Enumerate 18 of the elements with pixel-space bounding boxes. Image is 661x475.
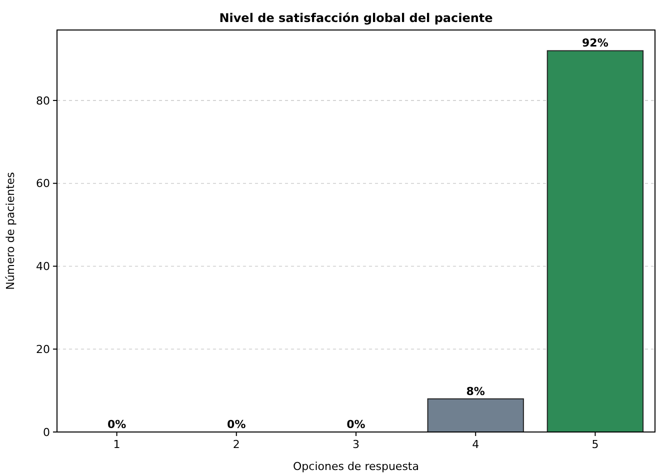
data-label: 0% (107, 418, 126, 431)
x-axis-title: Opciones de respuesta (293, 460, 419, 473)
data-label: 0% (227, 418, 246, 431)
y-tick-label: 60 (36, 177, 50, 190)
x-tick-label: 2 (232, 438, 240, 451)
data-label: 0% (346, 418, 366, 431)
x-tick-label: 3 (352, 438, 360, 451)
x-tick-label: 1 (113, 438, 120, 451)
y-axis-title: Número de pacientes (4, 172, 17, 290)
y-tick-label: 80 (36, 94, 50, 108)
y-tick-label: 0 (43, 426, 50, 439)
chart-title: Nivel de satisfacción global del paciente (219, 11, 493, 25)
data-label: 92% (582, 36, 608, 50)
y-tick-label: 40 (36, 260, 50, 274)
x-tick-label: 5 (592, 438, 599, 451)
data-label: 8% (466, 384, 485, 398)
y-tick-label: 20 (36, 342, 50, 356)
x-tick-label: 4 (472, 438, 480, 451)
